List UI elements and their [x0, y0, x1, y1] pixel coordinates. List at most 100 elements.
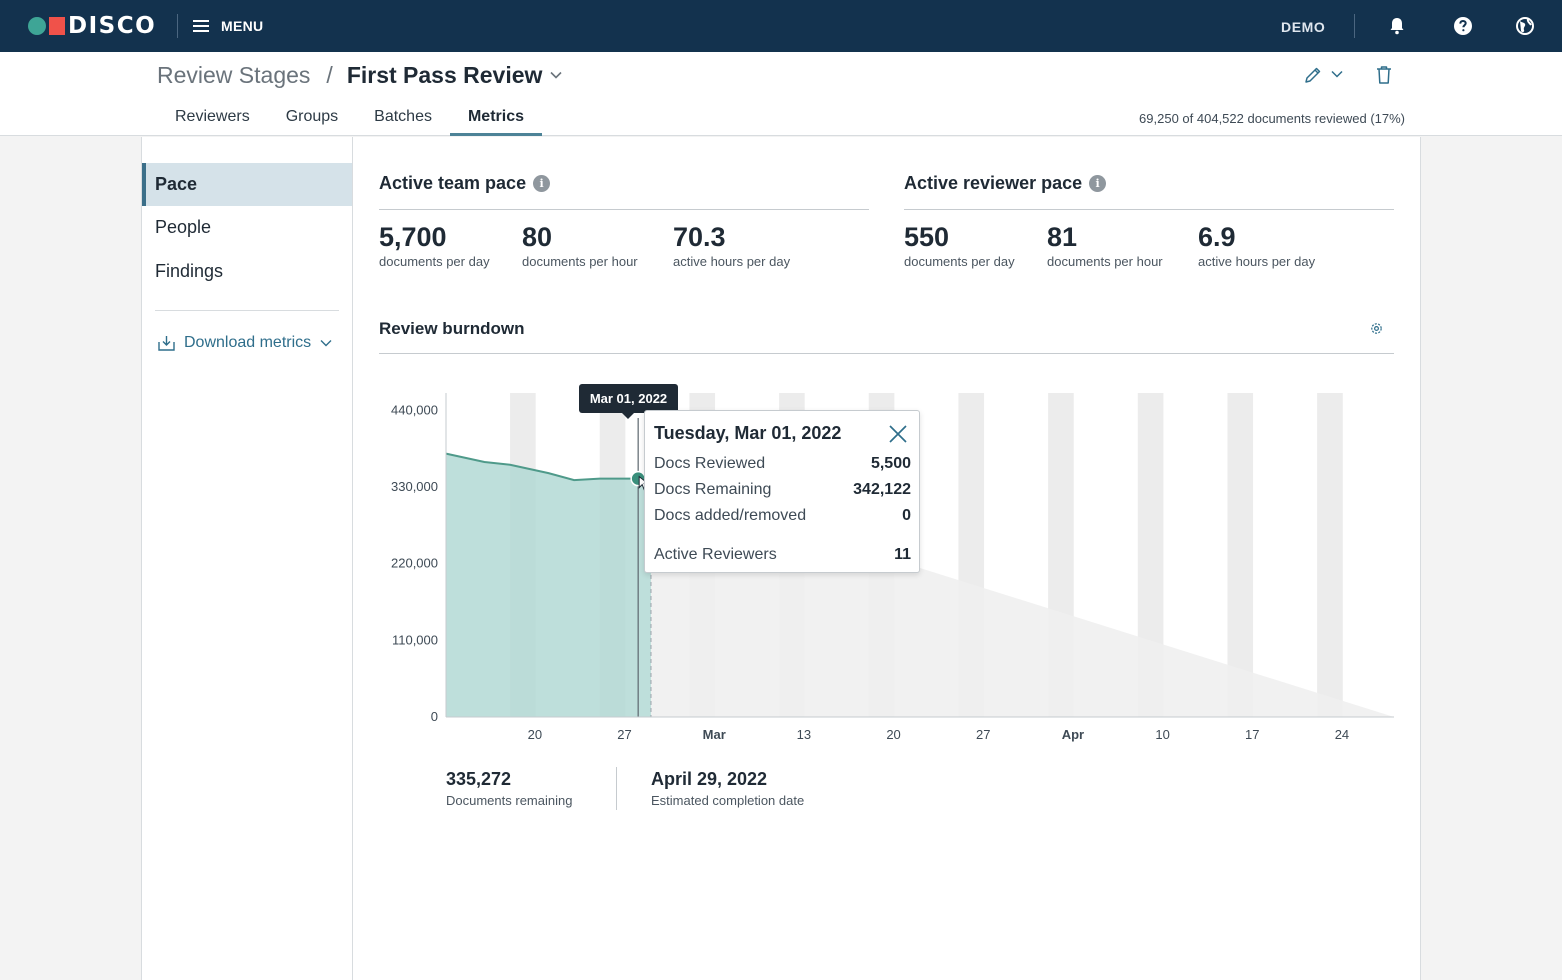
- tooltip-row-label: Docs Remaining: [654, 481, 772, 498]
- divider: [177, 14, 178, 38]
- y-tick-label: 440,000: [391, 402, 438, 417]
- summary-caption: Estimated completion date: [651, 793, 805, 808]
- y-tick-label: 330,000: [391, 479, 438, 494]
- download-icon: [158, 336, 175, 351]
- x-tick-label: 20: [528, 727, 542, 742]
- team-docs-per-hour: 80 documents per hour: [522, 222, 638, 269]
- date-marker-label: Mar 01, 2022: [579, 384, 678, 419]
- menu-button[interactable]: MENU: [193, 16, 263, 36]
- breadcrumb: Review Stages / First Pass Review: [157, 60, 562, 90]
- help-icon[interactable]: [1453, 16, 1473, 36]
- burndown-title: Review burndown: [379, 319, 525, 338]
- divider: [1354, 14, 1355, 38]
- team-docs-per-day: 5,700 documents per day: [379, 222, 490, 269]
- stage-tabs: Reviewers Groups Batches Metrics: [157, 106, 542, 136]
- team-pace-label: Active team pace: [379, 173, 527, 193]
- top-navigation-bar: DISCO MENU DEMO: [0, 0, 1562, 52]
- tooltip-row-label: Docs Reviewed: [654, 455, 766, 472]
- sidebar-item-findings[interactable]: Findings: [155, 261, 224, 281]
- x-tick-label: Mar: [703, 727, 726, 742]
- tooltip-row-value: 5,500: [870, 455, 911, 472]
- stat-caption: documents per hour: [522, 254, 638, 269]
- bell-icon[interactable]: [1387, 16, 1407, 36]
- chevron-down-icon: [320, 340, 332, 347]
- stat-value: 550: [904, 222, 950, 252]
- globe-icon[interactable]: [1515, 16, 1535, 36]
- summary-value: April 29, 2022: [651, 769, 768, 789]
- y-tick-label: 110,000: [392, 632, 438, 647]
- logo-square: [49, 17, 65, 35]
- weekend-band: [1227, 393, 1254, 717]
- x-tick-label: 20: [886, 727, 900, 742]
- summary-value: 335,272: [446, 769, 512, 789]
- stat-caption: documents per day: [379, 254, 490, 269]
- x-tick-label: 10: [1155, 727, 1169, 742]
- reviewer-docs-per-day: 550 documents per day: [904, 222, 1015, 269]
- tab-groups[interactable]: Groups: [285, 108, 339, 125]
- download-metrics-label: Download metrics: [184, 334, 312, 351]
- data-point-tooltip: Tuesday, Mar 01, 2022 Docs Reviewed 5,50…: [644, 410, 920, 573]
- x-tick-label: 24: [1335, 727, 1349, 742]
- stat-value: 70.3: [673, 222, 726, 252]
- tab-reviewers[interactable]: Reviewers: [175, 108, 250, 125]
- tooltip-row-value: 11: [894, 546, 911, 563]
- menu-label: MENU: [221, 18, 264, 34]
- metrics-sidebar: [141, 137, 353, 980]
- stat-caption: active hours per day: [673, 254, 791, 269]
- tab-metrics[interactable]: Metrics: [449, 106, 542, 136]
- x-tick-label: 27: [976, 727, 990, 742]
- tooltip-row-docs-added-removed: Docs added/removed 0: [654, 507, 911, 525]
- tooltip-row-label: Docs added/removed: [654, 507, 807, 524]
- breadcrumb-parent-link[interactable]: Review Stages: [157, 62, 311, 88]
- close-icon[interactable]: [887, 423, 909, 445]
- download-metrics-button[interactable]: Download metrics: [157, 332, 332, 354]
- chevron-down-icon[interactable]: [550, 71, 562, 79]
- hamburger-icon: [193, 20, 209, 32]
- logo-dot: [28, 17, 46, 35]
- completion-date-summary: April 29, 2022 Estimated completion date: [651, 769, 804, 808]
- chevron-down-icon[interactable]: [1331, 70, 1343, 78]
- sidebar-divider: [155, 310, 339, 311]
- summary-caption: Documents remaining: [446, 793, 573, 808]
- disco-logo[interactable]: DISCO: [28, 14, 156, 38]
- x-tick-label: 17: [1245, 727, 1259, 742]
- stat-caption: documents per hour: [1047, 254, 1163, 269]
- burndown-chart: 440,000 330,000 220,000 110,000 0 20 27 Mar 13 20…: [391, 393, 1394, 742]
- tooltip-row-active-reviewers: Active Reviewers 11: [654, 546, 911, 564]
- trash-icon[interactable]: [1375, 65, 1393, 85]
- stat-value: 80: [522, 222, 553, 252]
- tooltip-row-value: 0: [902, 507, 911, 524]
- stat-value: 81: [1047, 222, 1078, 252]
- stage-header: [0, 52, 1562, 136]
- x-tick-label: 13: [797, 727, 811, 742]
- x-tick-label: 27: [617, 727, 631, 742]
- reviewer-pace-title: Active reviewer pace i: [904, 172, 1107, 194]
- x-tick-label: Apr: [1062, 727, 1084, 742]
- tooltip-row-label: Active Reviewers: [654, 546, 777, 563]
- info-icon[interactable]: i: [1089, 174, 1107, 192]
- team-active-hours: 70.3 active hours per day: [673, 222, 790, 269]
- gear-icon[interactable]: [1369, 321, 1384, 336]
- divider: [379, 209, 869, 210]
- edit-icon[interactable]: [1303, 65, 1323, 85]
- divider: [616, 767, 617, 810]
- y-tick-label: 220,000: [391, 556, 438, 571]
- breadcrumb-separator: /: [326, 62, 333, 88]
- y-tick-label: 0: [431, 709, 438, 724]
- team-pace-title: Active team pace i: [379, 172, 551, 194]
- sidebar-item-people[interactable]: People: [155, 217, 212, 237]
- divider: [379, 353, 1394, 354]
- info-icon[interactable]: i: [533, 174, 551, 192]
- tooltip-row-docs-remaining: Docs Remaining 342,122: [654, 481, 911, 499]
- sidebar-item-pace[interactable]: Pace: [142, 163, 352, 206]
- brand-name: DISCO: [68, 13, 157, 39]
- account-label[interactable]: DEMO: [1281, 19, 1326, 35]
- tooltip-title: Tuesday, Mar 01, 2022: [654, 423, 842, 443]
- reviewer-docs-per-hour: 81 documents per hour: [1047, 222, 1163, 269]
- reviewer-active-hours: 6.9 active hours per day: [1198, 222, 1315, 269]
- tooltip-row-value: 342,122: [853, 481, 911, 498]
- reviewer-pace-label: Active reviewer pace: [904, 173, 1083, 193]
- weekend-band: [1317, 393, 1343, 717]
- tab-batches[interactable]: Batches: [374, 108, 432, 125]
- stat-value: 5,700: [379, 222, 447, 252]
